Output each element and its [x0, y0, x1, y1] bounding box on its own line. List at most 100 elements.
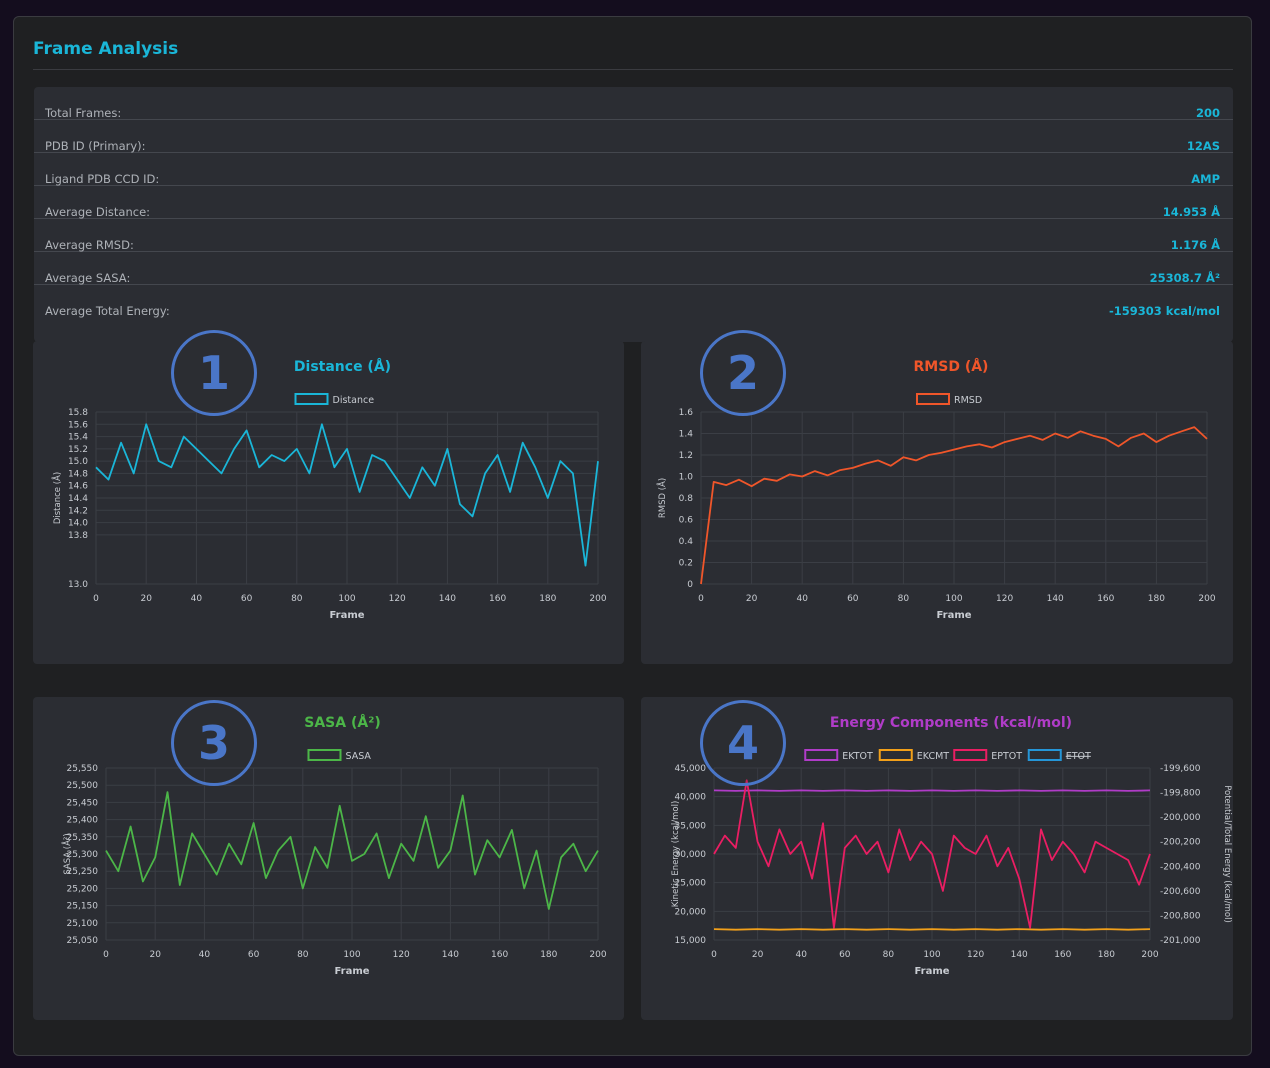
y-tick-label: 0.6: [679, 516, 694, 526]
stat-label: PDB ID (Primary):: [45, 139, 146, 153]
x-tick-label: 100: [338, 594, 355, 604]
x-tick-label: 180: [539, 594, 556, 604]
series-line-ektot: [713, 789, 1151, 792]
stat-row-ligand-id: Ligand PDB CCD ID: AMP: [34, 153, 1233, 186]
legend-label: EKCMT: [917, 751, 950, 762]
x-tick-label: 80: [297, 950, 309, 960]
y2-tick-label: -199,800: [1160, 789, 1201, 799]
y-tick-label: 25,350: [67, 833, 99, 843]
y-tick-label: 15.8: [68, 408, 88, 418]
y-tick-label: 14.0: [68, 519, 88, 529]
y-tick-label: 25,000: [675, 879, 707, 889]
y-tick-label: 20,000: [675, 907, 707, 917]
sasa-chart: SASA (Å²) SASA 25,050 25,100 25,150 25,200 25,…: [61, 714, 607, 977]
legend-label: RMSD: [954, 395, 982, 406]
x-tick-label: 0: [698, 594, 704, 604]
y-tick-label: 25,400: [67, 816, 99, 826]
annotation-badge-2: 2: [700, 330, 786, 416]
legend-swatch: [294, 393, 329, 405]
x-tick-label: 120: [393, 950, 410, 960]
stat-value: -159303 kcal/mol: [1109, 304, 1220, 318]
y2-tick-label: -200,800: [1160, 911, 1201, 921]
y-tick-label: 0.8: [679, 494, 694, 504]
series-line-eptot: [713, 779, 1151, 929]
chart-title: RMSD (Å): [914, 358, 989, 375]
x-tick-label: 200: [589, 950, 606, 960]
x-tick-label: 0: [93, 594, 99, 604]
y-tick-label: 14.2: [68, 506, 88, 516]
x-tick-label: 80: [898, 594, 910, 604]
x-tick-label: 0: [103, 950, 109, 960]
x-tick-label: 120: [996, 594, 1013, 604]
y-tick-label: 45,000: [675, 764, 707, 774]
chart-title: Energy Components (kcal/mol): [830, 715, 1072, 731]
stat-row-total-frames: Total Frames: 200: [34, 87, 1233, 120]
x-tick-label: 140: [1011, 950, 1028, 960]
x-axis-label: Frame: [936, 610, 971, 621]
y-tick-label: 1.0: [679, 473, 694, 483]
legend-swatch: [307, 749, 342, 761]
x-tick-label: 20: [746, 594, 758, 604]
stat-row-avg-distance: Average Distance: 14.953 Å: [34, 186, 1233, 219]
y-tick-label: 25,100: [67, 919, 99, 929]
y-tick-label: 1.2: [679, 451, 693, 461]
legend-swatch: [804, 749, 839, 761]
x-tick-label: 40: [796, 594, 808, 604]
x-tick-label: 20: [752, 950, 764, 960]
distance-chart: Distance (Å) Distance 13.0 13.8 14.0 14.2 14.4…: [51, 358, 607, 621]
y-tick-label: 15.4: [68, 433, 88, 443]
x-axis-label: Frame: [329, 610, 364, 621]
y-tick-label: 0.4: [679, 537, 694, 547]
x-tick-label: 100: [343, 950, 360, 960]
y-tick-label: 1.4: [679, 430, 694, 440]
legend-swatch: [916, 393, 950, 405]
title-divider: [33, 69, 1233, 70]
y-tick-label: 14.4: [68, 494, 88, 504]
y2-tick-label: -201,000: [1160, 936, 1201, 946]
x-tick-label: 20: [149, 950, 161, 960]
y-tick-label: 25,200: [67, 884, 99, 894]
y-tick-label: 13.8: [68, 531, 88, 541]
x-tick-label: 40: [191, 594, 203, 604]
y-tick-label: 14.8: [68, 469, 88, 479]
y-axis-label: RMSD (Å): [656, 478, 668, 518]
y2-tick-label: -200,400: [1160, 862, 1201, 872]
y2-axis-label: Potential/Total Energy (kcal/mol): [1222, 785, 1232, 923]
stat-row-avg-rmsd: Average RMSD: 1.176 Å: [34, 219, 1233, 252]
y-tick-label: 35,000: [675, 821, 707, 831]
stat-value: AMP: [1191, 172, 1220, 186]
sasa-chart-card: SASA (Å²) SASA 25,050 25,100 25,150 25,200 25,…: [33, 697, 624, 1020]
x-tick-label: 40: [199, 950, 211, 960]
x-tick-label: 120: [967, 950, 984, 960]
legend-label: ETOT: [1066, 751, 1091, 762]
rmsd-chart: RMSD (Å) RMSD 0 0.2 0.4 0.6 0.8 1.0 1.2 1.4 1.6 0 20…: [656, 358, 1216, 621]
y-tick-label: 40,000: [675, 793, 707, 803]
y-tick-label: 25,300: [67, 850, 99, 860]
series-line-distance: [95, 423, 599, 567]
stat-label: Average RMSD:: [45, 238, 134, 252]
x-tick-label: 180: [540, 950, 557, 960]
stat-label: Total Frames:: [45, 106, 122, 120]
x-tick-label: 140: [1047, 594, 1064, 604]
stat-row-pdb-id: PDB ID (Primary): 12AS: [34, 120, 1233, 153]
y2-tick-label: -200,600: [1160, 887, 1201, 897]
y-tick-label: 25,050: [67, 936, 99, 946]
x-tick-label: 180: [1148, 594, 1165, 604]
chart-title: Distance (Å): [294, 358, 391, 375]
series-line-sasa: [105, 791, 599, 910]
chart-title: SASA (Å²): [304, 714, 380, 731]
x-tick-label: 80: [883, 950, 895, 960]
y-tick-label: 25,150: [67, 902, 99, 912]
legend-label: EKTOT: [842, 751, 873, 762]
stat-row-avg-energy: Average Total Energy: -159303 kcal/mol: [34, 285, 1233, 318]
y-tick-label: 15.0: [68, 457, 88, 467]
x-tick-label: 60: [847, 594, 859, 604]
y-tick-label: 15.6: [68, 420, 88, 430]
y2-tick-label: -199,600: [1160, 764, 1201, 774]
legend-label: EPTOT: [991, 751, 1022, 762]
y-axis-label: Distance (Å): [51, 472, 63, 524]
y-axis-label: Kinetic Energy (kcal/mol): [671, 801, 681, 908]
energy-chart: Energy Components (kcal/mol) EKTOT EKCMT EP…: [671, 715, 1232, 977]
y-tick-label: 1.6: [679, 408, 694, 418]
stat-label: Average Distance:: [45, 205, 151, 219]
